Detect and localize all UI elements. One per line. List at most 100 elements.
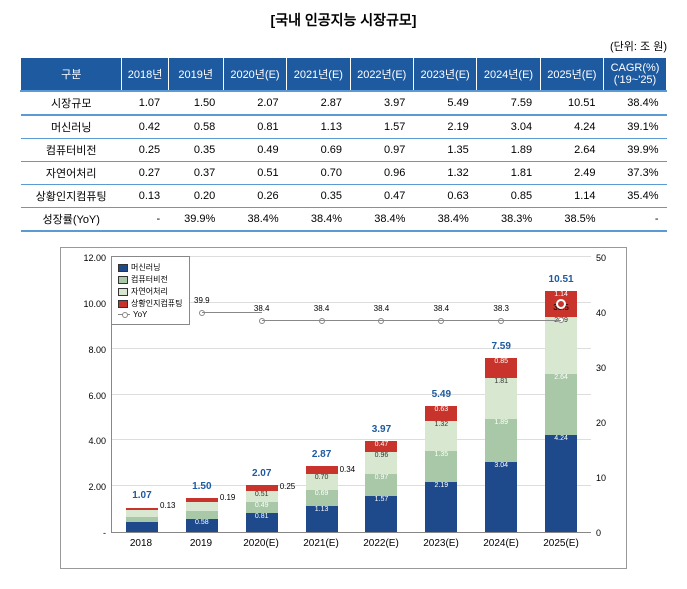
chart-container: 머신러닝컴퓨터비전자연어처리상황인지컴퓨팅YoY -2.004.006.008.… [60,247,627,569]
bar-seg-nlp: 1.32 [425,421,457,451]
sc-side-label: 0.19 [220,493,236,502]
cell: 0.13 [122,185,168,208]
cell: 1.14 [540,185,603,208]
cell: 0.42 [122,115,168,139]
cell: 39.1% [604,115,667,139]
x-label: 2023(E) [411,538,471,549]
col-header: 2021년(E) [287,58,350,92]
cell: 0.47 [350,185,413,208]
cell: 39.9% [168,208,223,232]
bar-seg-nlp: 1.81 [485,378,517,419]
row-label: 머신러닝 [21,115,122,139]
bar-seg-sc: 0.47 [365,441,397,452]
bar-seg-ml: 4.24 [545,435,577,532]
cell: 0.81 [223,115,286,139]
bar-seg-nlp: 0.96 [365,452,397,474]
bar-seg-cv: 0.97 [365,474,397,496]
cell: 2.19 [413,115,476,139]
x-label: 2018 [111,538,171,549]
legend-item: 컴퓨터비전 [118,274,183,285]
yoy-segment [262,320,322,321]
cell: 5.49 [413,91,476,115]
cell: 0.85 [477,185,540,208]
data-table: 구분2018년2019년2020년(E)2021년(E)2022년(E)2023… [20,57,667,232]
cell: 38.4% [350,208,413,232]
bar-seg-ml: 2.19 [425,482,457,532]
col-header: 2020년(E) [223,58,286,92]
chart-title: [국내 인공지능 시장규모] [20,10,667,30]
legend: 머신러닝컴퓨터비전자연어처리상황인지컴퓨팅YoY [111,256,190,325]
x-label: 2024(E) [471,538,531,549]
cell: 38.4% [223,208,286,232]
bar-seg-cv: 1.35 [425,451,457,482]
yoy-segment [202,312,262,313]
x-label: 2022(E) [351,538,411,549]
total-label: 5.49 [421,389,461,400]
y-tick-left: 2.00 [88,482,106,492]
cell: 0.51 [223,162,286,185]
cell: 0.27 [122,162,168,185]
bar-seg-cv: 0.49 [246,502,278,513]
cell: 1.89 [477,139,540,162]
row-label: 상황인지컴퓨팅 [21,185,122,208]
cell: - [122,208,168,232]
highlight-dot [556,299,566,309]
y-tick-right: 20 [596,418,606,428]
yoy-segment [441,320,501,321]
sc-side-label: 0.13 [160,501,176,510]
y-tick-right: 40 [596,308,606,318]
total-label: 10.51 [541,274,581,285]
cell: 0.69 [287,139,350,162]
cell: 38.3% [477,208,540,232]
bar-seg-sc: 0.85 [485,358,517,377]
cell: 38.5% [540,208,603,232]
bar-group: 0.631.321.352.19 [425,406,457,532]
y-tick-left: 8.00 [88,345,106,355]
cell: 7.59 [477,91,540,115]
bar-group: 0.851.811.893.04 [485,358,517,532]
cell: - [604,208,667,232]
cell: 4.24 [540,115,603,139]
total-label: 2.07 [242,468,282,479]
legend-item: 자연어처리 [118,286,183,297]
bar-seg-ml [126,522,158,532]
col-header: 2023년(E) [413,58,476,92]
row-label: 성장률(YoY) [21,208,122,232]
y-tick-right: 30 [596,363,606,373]
cell: 0.70 [287,162,350,185]
bar-seg-nlp: 0.51 [246,491,278,503]
col-header: 2019년 [168,58,223,92]
cell: 0.97 [350,139,413,162]
bar-seg-ml: 3.04 [485,462,517,532]
bar-seg-sc [306,466,338,474]
cell: 37.3% [604,162,667,185]
y-tick-left: 6.00 [88,391,106,401]
yoy-label: 38.3 [493,304,509,313]
cell: 39.9% [604,139,667,162]
cell: 35.4% [604,185,667,208]
cell: 38.4% [604,91,667,115]
cell: 2.87 [287,91,350,115]
x-label: 2021(E) [291,538,351,549]
y-tick-right: 0 [596,528,601,538]
cell: 0.25 [122,139,168,162]
col-header: CAGR(%)('19~'25) [604,58,667,92]
bar-group: 0.58 [186,498,218,532]
total-label: 3.97 [361,424,401,435]
y-tick-right: 50 [596,253,606,263]
cell: 2.64 [540,139,603,162]
bar-seg-cv: 2.64 [545,374,577,435]
yoy-point [319,318,325,324]
x-label: 2025(E) [531,538,591,549]
yoy-point [259,318,265,324]
yoy-point [199,310,205,316]
yoy-label: 39.9 [194,296,210,305]
cell: 0.49 [223,139,286,162]
y-tick-left: 4.00 [88,436,106,446]
yoy-segment [501,320,561,321]
bar-seg-ml: 1.57 [365,496,397,532]
y-tick-left: 12.00 [83,253,106,263]
yoy-label: 38.4 [434,304,450,313]
bar-group: 0.700.691.13 [306,466,338,532]
cell: 0.26 [223,185,286,208]
